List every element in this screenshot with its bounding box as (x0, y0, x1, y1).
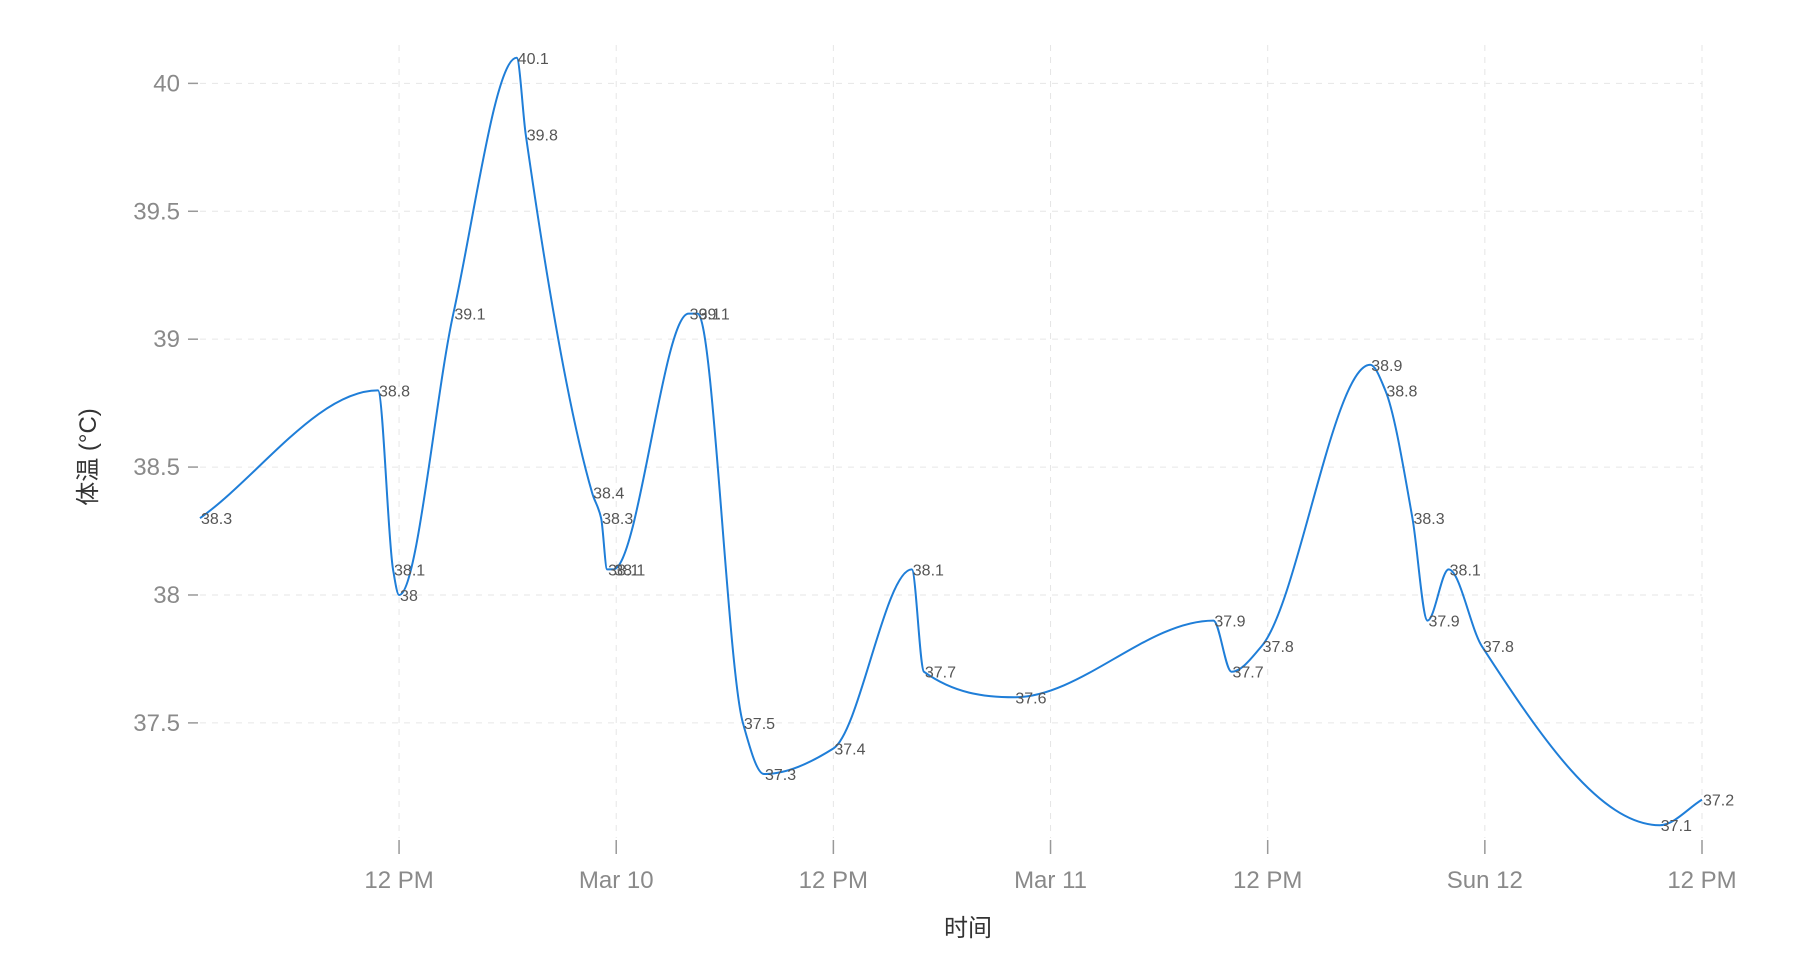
data-label: 38.1 (1450, 562, 1481, 579)
data-label: 37.3 (765, 767, 796, 784)
data-label: 38.3 (1413, 511, 1444, 528)
data-label: 37.2 (1703, 793, 1734, 810)
data-label: 38.9 (1371, 358, 1402, 375)
data-label: 37.7 (925, 665, 956, 682)
data-labels: 38.338.838.13839.140.139.838.438.338.138… (201, 51, 1734, 835)
series-line (199, 56, 1703, 827)
data-label: 37.8 (1263, 639, 1294, 656)
y-tick-label: 38.5 (133, 454, 180, 481)
data-label: 39.1 (454, 307, 485, 324)
data-label: 39.8 (527, 128, 558, 145)
y-tick-label: 37.5 (133, 710, 180, 737)
data-label: 38.4 (593, 486, 624, 503)
data-label: 38.8 (379, 383, 410, 400)
series-area (199, 56, 1703, 827)
data-label: 37.7 (1232, 665, 1263, 682)
data-label: 37.5 (744, 716, 775, 733)
grid (200, 45, 1703, 838)
x-tick-label: 12 PM (799, 867, 868, 894)
data-label: 38.1 (394, 562, 425, 579)
data-label: 37.4 (834, 741, 865, 758)
data-label: 38 (400, 588, 418, 605)
data-label: 37.9 (1214, 614, 1245, 631)
data-label: 40.1 (518, 51, 549, 68)
data-label: 37.6 (1015, 690, 1046, 707)
x-tick-label: Mar 11 (1014, 867, 1087, 894)
data-label: 39.1 (699, 307, 730, 324)
y-axis-title: 体温 (°C) (75, 408, 102, 506)
data-label: 37.1 (1661, 818, 1692, 835)
y-tick-label: 40 (153, 70, 180, 97)
x-tick-label: 12 PM (1667, 867, 1736, 894)
data-label: 38.3 (201, 511, 232, 528)
x-axis-title: 时间 (944, 915, 992, 942)
data-label: 39.1 (690, 307, 721, 324)
y-tick-label: 38 (153, 582, 180, 609)
data-label: 38.1 (614, 562, 645, 579)
data-label: 38.3 (602, 511, 633, 528)
y-tick-label: 39.5 (133, 198, 180, 225)
y-tick-label: 39 (153, 326, 180, 353)
axes: 37.5 38 38.5 39 39.5 40 12 PM Mar 10 12 PM Mar 11… (133, 70, 1736, 894)
data-label: 38.1 (608, 562, 639, 579)
data-label: 37.9 (1429, 614, 1460, 631)
data-label: 37.8 (1483, 639, 1514, 656)
data-label: 38.8 (1386, 383, 1417, 400)
x-tick-label: 12 PM (1233, 867, 1302, 894)
x-tick-label: Sun 12 (1447, 867, 1523, 894)
x-tick-label: Mar 10 (579, 867, 654, 894)
data-label: 38.1 (913, 562, 944, 579)
x-tick-label: 12 PM (364, 867, 433, 894)
